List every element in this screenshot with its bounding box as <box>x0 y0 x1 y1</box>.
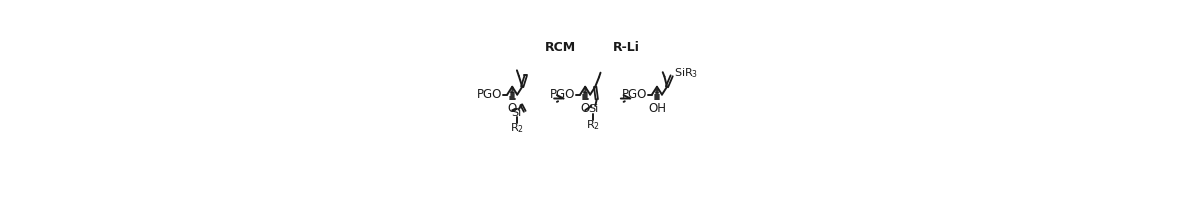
Text: O: O <box>508 102 517 115</box>
Text: RCM: RCM <box>544 41 575 54</box>
Text: R$_2$: R$_2$ <box>586 118 600 132</box>
Text: O: O <box>581 102 589 115</box>
Text: Si: Si <box>511 108 522 118</box>
Text: OH: OH <box>648 102 667 115</box>
Text: PGO: PGO <box>621 88 646 101</box>
Text: PGO: PGO <box>549 88 575 101</box>
Text: SiR$_3$: SiR$_3$ <box>674 66 699 80</box>
Text: Si: Si <box>588 104 599 114</box>
Text: R$_2$: R$_2$ <box>510 121 523 135</box>
Text: PGO: PGO <box>477 88 502 101</box>
Text: R-Li: R-Li <box>613 41 640 54</box>
